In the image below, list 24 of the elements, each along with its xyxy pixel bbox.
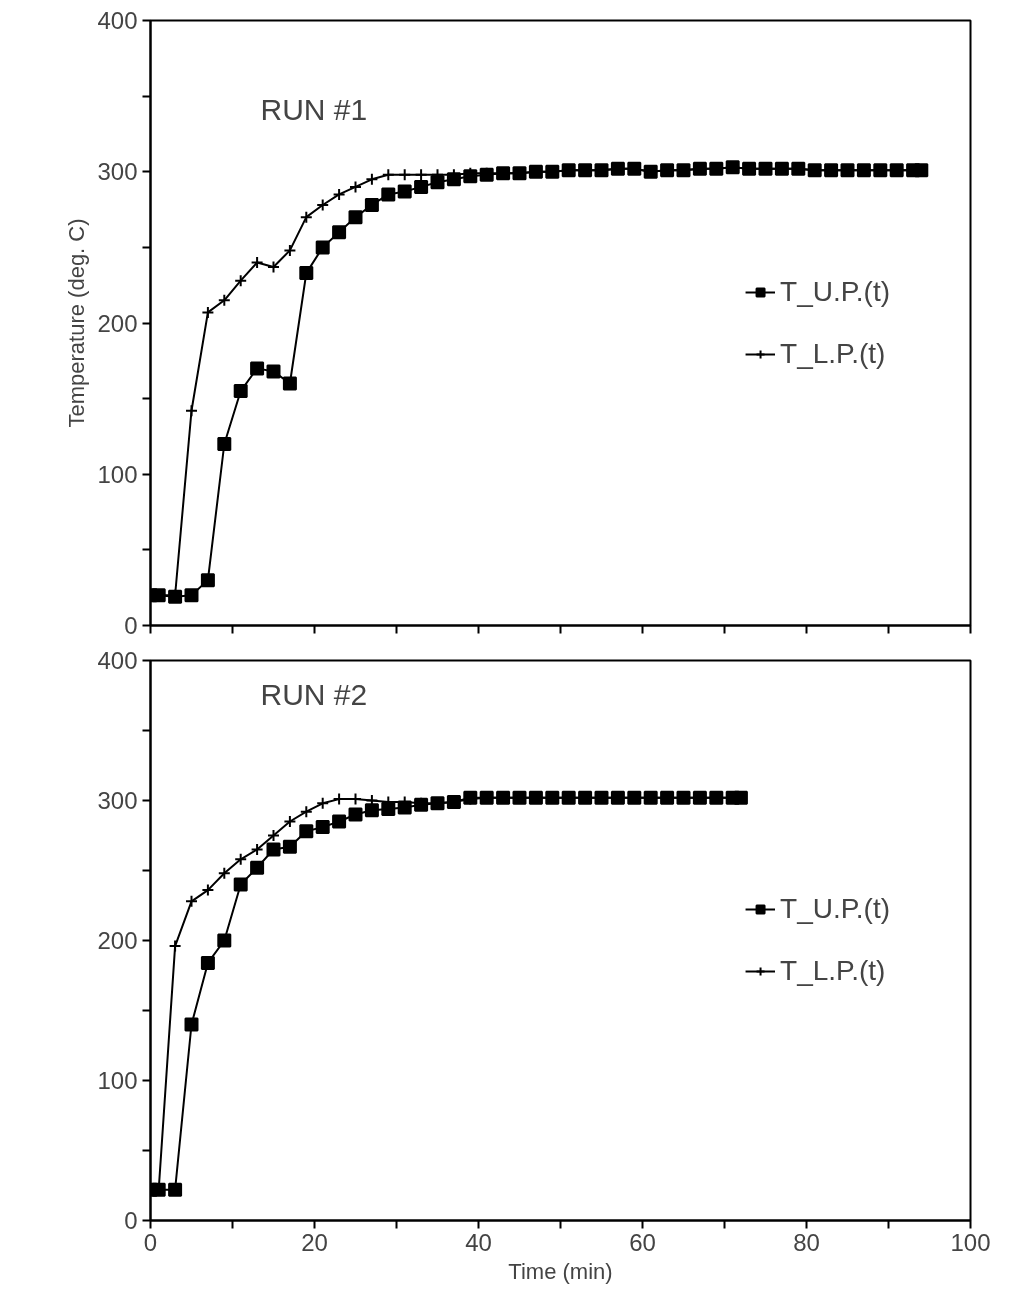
y-tick-label: 0 xyxy=(124,1207,138,1234)
annotation: RUN #1 xyxy=(260,92,368,126)
y-axis-title: Temperature (deg. C) xyxy=(64,218,90,428)
x-tick-label: 0 xyxy=(143,1228,158,1256)
y-tick-label: 400 xyxy=(97,647,138,674)
y-tick-label: 200 xyxy=(97,309,138,337)
y-tick-label: 100 xyxy=(97,460,138,488)
legend-label: T_L.P.(t) xyxy=(780,337,886,370)
x-tick-label: 80 xyxy=(793,1228,820,1256)
legend-label: T_L.P.(t) xyxy=(780,955,886,987)
x-tick-label: 20 xyxy=(301,1228,328,1256)
y-tick-label: 100 xyxy=(97,1067,138,1094)
y-tick-label: 200 xyxy=(97,927,138,954)
y-tick-label: 400 xyxy=(97,7,138,34)
x-tick-label: 100 xyxy=(950,1228,991,1256)
y-tick-label: 0 xyxy=(124,612,138,639)
annotation: RUN #2 xyxy=(260,677,368,711)
x-tick-label: 60 xyxy=(629,1228,656,1256)
legend-label: T_U.P.(t) xyxy=(780,893,890,925)
x-axis-title: Time (min) xyxy=(508,1258,613,1284)
x-tick-label: 40 xyxy=(465,1228,492,1256)
y-tick-label: 300 xyxy=(97,787,138,814)
y-tick-label: 300 xyxy=(97,158,138,186)
legend-label: T_U.P.(t) xyxy=(780,275,890,308)
